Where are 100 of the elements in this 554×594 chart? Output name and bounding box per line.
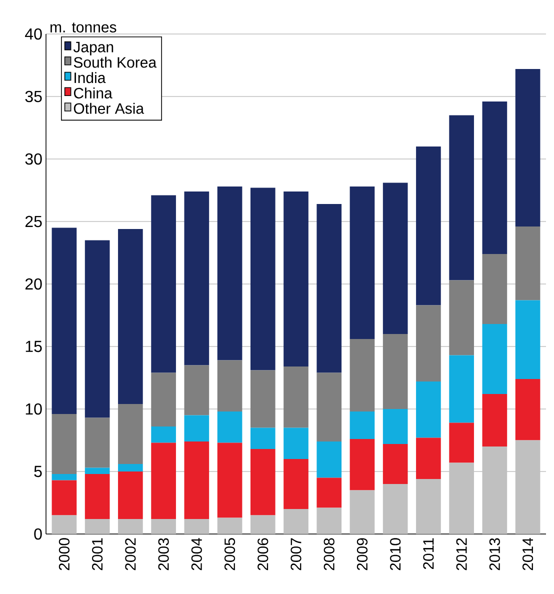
- bar: [382, 408, 408, 444]
- bar: [482, 394, 508, 446]
- x-tick-label: 2005: [224, 538, 236, 570]
- bar: [416, 146, 441, 306]
- bar: [449, 280, 474, 356]
- bar: [382, 484, 408, 534]
- bar: [184, 519, 210, 534]
- bar: [84, 474, 110, 519]
- bar: [184, 442, 210, 519]
- bar: [284, 191, 308, 366]
- x-tick-label: 2000: [58, 538, 70, 570]
- bar: [52, 474, 77, 480]
- bar: [350, 338, 375, 412]
- bar: [382, 334, 408, 409]
- x-tick-label: 2009: [356, 538, 368, 570]
- bar: [316, 204, 342, 373]
- bar: [250, 428, 276, 449]
- y-tick-label: 35: [25, 90, 42, 102]
- bar: [84, 519, 110, 534]
- legend-label: China: [74, 87, 112, 98]
- bar: [52, 228, 77, 414]
- bar: [151, 442, 176, 519]
- bar: [52, 515, 77, 534]
- bar: [284, 509, 308, 534]
- bar: [416, 305, 441, 382]
- y-tick-label: 10: [26, 403, 42, 415]
- bar: [118, 472, 143, 519]
- y-tick-label: 25: [25, 216, 42, 228]
- bar: [449, 115, 474, 280]
- x-tick-label: 2003: [158, 538, 169, 570]
- x-tick-label: 2008: [324, 538, 334, 570]
- bar: [151, 519, 176, 534]
- bar: [118, 228, 143, 404]
- bar: [482, 254, 508, 324]
- bar: [217, 518, 242, 534]
- x-tick-label: 2010: [390, 538, 401, 570]
- bar: [382, 444, 408, 484]
- y-tick-label: 15: [26, 340, 42, 352]
- bar: [84, 418, 110, 468]
- bar: [515, 226, 540, 300]
- bar: [350, 186, 375, 339]
- x-tick-label: 2002: [125, 538, 136, 570]
- bar: [416, 478, 441, 534]
- bar: [250, 370, 276, 428]
- bar: [217, 360, 242, 412]
- bar: [217, 442, 242, 518]
- legend-label: South Korea: [74, 56, 157, 68]
- y-tick-label: 20: [25, 278, 42, 290]
- bar: [316, 478, 342, 508]
- bar: [151, 426, 176, 443]
- bar: [350, 490, 375, 534]
- bar: [118, 464, 143, 472]
- bar: [118, 519, 143, 534]
- bar: [316, 372, 342, 442]
- bar: [482, 324, 508, 394]
- x-tick-label: 2004: [191, 538, 202, 570]
- bar: [482, 101, 508, 254]
- bar: [184, 415, 210, 442]
- bar: [515, 300, 540, 379]
- bar: [217, 412, 242, 443]
- bar: [316, 508, 342, 534]
- legend-label: India: [74, 72, 106, 84]
- bar: [284, 366, 308, 428]
- bar: [382, 182, 408, 334]
- x-tick-label: 2013: [489, 538, 500, 570]
- y-tick-label: 30: [25, 153, 42, 165]
- bar: [250, 188, 276, 370]
- x-tick-label: 2007: [290, 538, 302, 570]
- bar: [515, 68, 540, 226]
- y-axis-title: m. tonnes: [50, 22, 116, 32]
- bar: [151, 195, 176, 373]
- bar: [316, 442, 342, 478]
- legend-label: Japan: [73, 42, 114, 56]
- x-tick-label: 2006: [258, 538, 268, 570]
- x-tick-label: 2012: [456, 538, 467, 570]
- bar: [449, 422, 474, 463]
- y-tick-label: 40: [25, 28, 42, 40]
- bar: [350, 439, 375, 490]
- bar: [284, 459, 308, 509]
- bar: [350, 412, 375, 439]
- bar: [217, 186, 242, 360]
- bar: [151, 372, 176, 426]
- bar: [416, 438, 441, 479]
- bar: [84, 468, 110, 474]
- bar: [515, 379, 540, 440]
- y-tick-label: 0: [34, 528, 42, 540]
- bar: [250, 515, 276, 534]
- bar: [284, 428, 308, 459]
- bar: [52, 414, 77, 474]
- legend-label: Other Asia: [74, 102, 144, 114]
- bar: [250, 449, 276, 516]
- y-tick-label: 5: [34, 466, 42, 478]
- bar: [449, 355, 474, 423]
- bar: [118, 404, 143, 464]
- bar: [184, 365, 210, 416]
- x-tick-label: 2011: [423, 538, 434, 570]
- x-tick-label: 2014: [522, 538, 534, 570]
- x-tick-label: 2001: [92, 538, 103, 570]
- bar: [184, 191, 210, 366]
- bar: [416, 381, 441, 438]
